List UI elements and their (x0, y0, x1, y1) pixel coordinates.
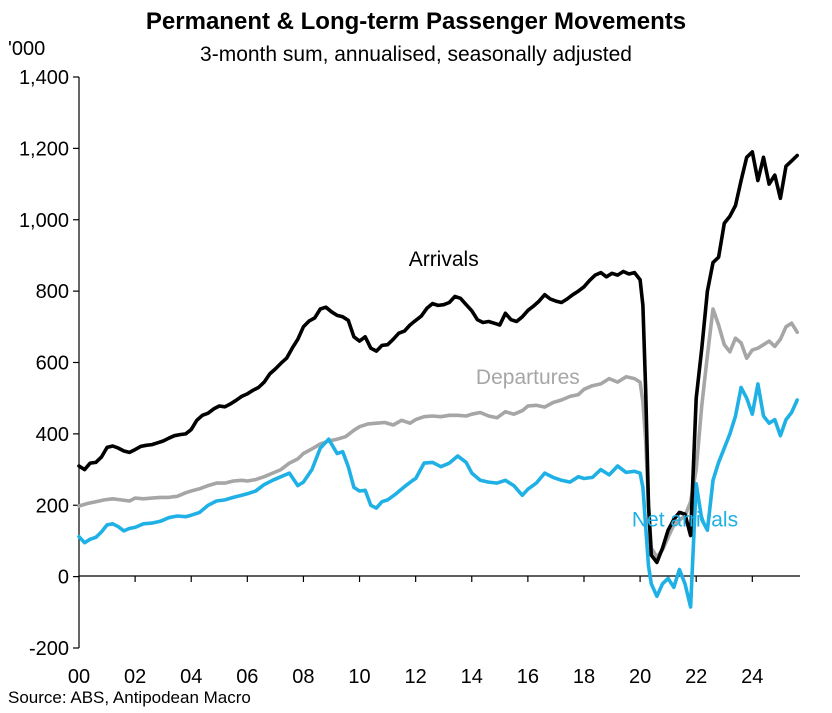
series-label-net-arrivals: Net arrivals (632, 509, 738, 532)
x-tick-label: 06 (236, 666, 258, 688)
series-label-arrivals: Arrivals (409, 248, 479, 271)
y-axis-unit: '000 (8, 38, 46, 60)
x-tick-label: 16 (517, 666, 539, 688)
series-line-arrivals (77, 150, 799, 565)
x-tick-label: 04 (180, 666, 202, 688)
chart-subtitle: 3-month sum, annualised, seasonally adju… (200, 43, 632, 66)
x-tick-label: 02 (124, 666, 146, 688)
y-tick-label: 1,400 (19, 67, 69, 89)
x-tick-label: 14 (461, 666, 483, 688)
x-tick-label: 22 (685, 666, 707, 688)
y-tick-label: 200 (36, 495, 69, 517)
series-label-departures: Departures (476, 366, 580, 389)
x-tick-label: 18 (573, 666, 595, 688)
y-tick-label: 400 (36, 424, 69, 446)
y-tick-label: 1,200 (19, 138, 69, 160)
x-tick-label: 12 (405, 666, 427, 688)
y-tick-label: 800 (36, 281, 69, 303)
x-tick-label: 08 (292, 666, 314, 688)
chart-title: Permanent & Long-term Passenger Movement… (145, 8, 687, 35)
y-tick-label: -200 (29, 638, 69, 660)
x-tick-label: 00 (68, 666, 90, 688)
x-tick-label: 24 (741, 666, 763, 688)
x-axis: 00 02 04 06 08 10 12 14 16 18 20 22 24 (68, 575, 800, 688)
series-line-departures (77, 307, 799, 559)
series-line-net-arrivals (77, 382, 799, 609)
y-tick-label: 0 (58, 567, 69, 589)
source-note: Source: ABS, Antipodean Macro (8, 688, 251, 707)
x-tick-label: 20 (629, 666, 651, 688)
x-tick-label: 10 (348, 666, 370, 688)
y-axis: -200 0 200 400 600 800 1,000 1,200 1,400 (19, 67, 80, 660)
y-tick-label: 1,000 (19, 210, 69, 232)
series-labels: Arrivals Departures Net arrivals (409, 248, 738, 532)
series-layer (77, 150, 799, 609)
y-tick-label: 600 (36, 353, 69, 375)
